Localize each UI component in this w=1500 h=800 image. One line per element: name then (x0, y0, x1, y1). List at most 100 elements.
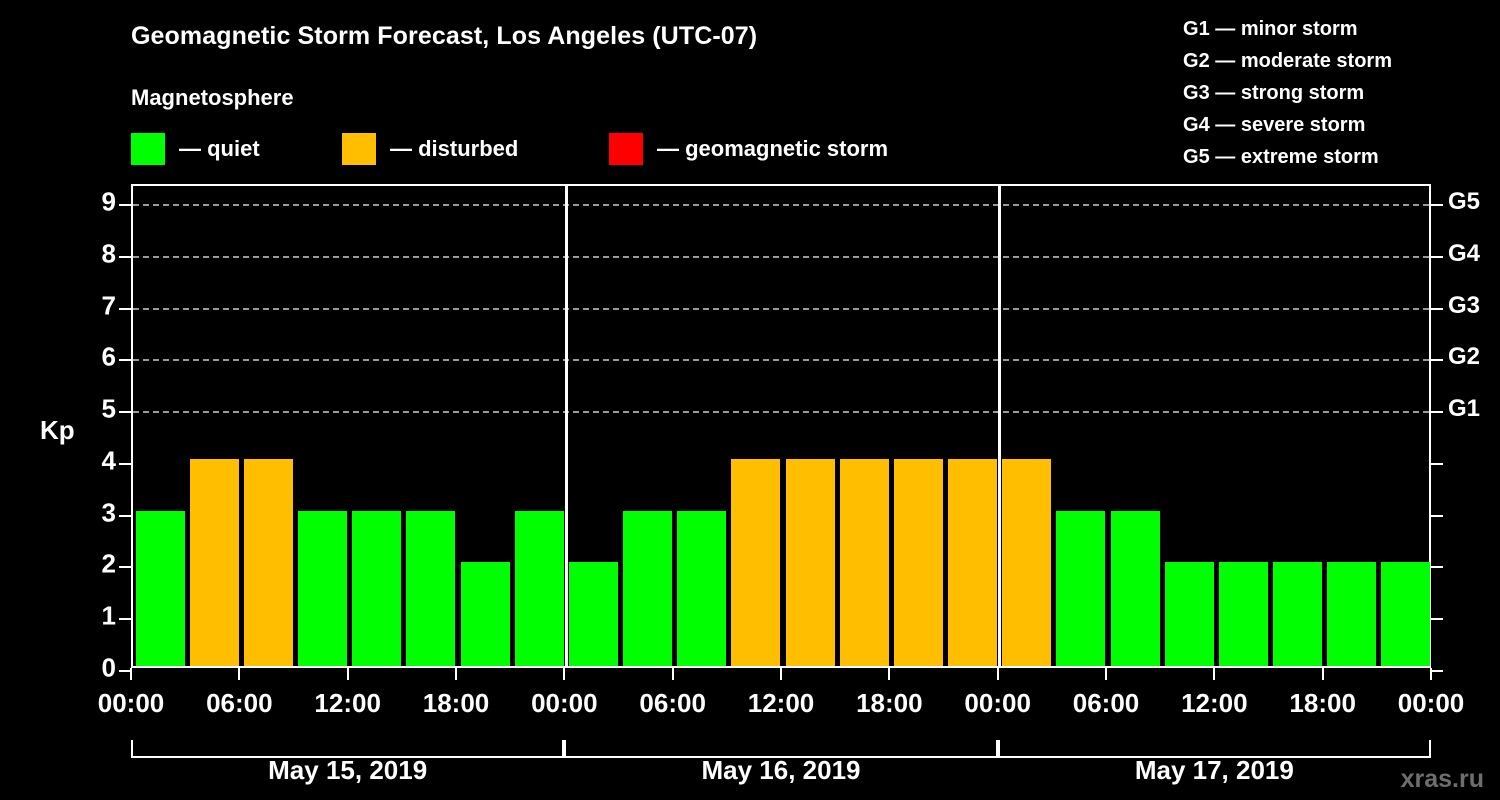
legend-swatch-quiet (131, 133, 165, 165)
y-axis-title: Kp (40, 415, 75, 445)
g-scale-item-5: G5 — extreme storm (1183, 146, 1379, 168)
bar (1218, 562, 1268, 666)
bar (893, 458, 943, 666)
right-axis-label-G5: G5 (1448, 188, 1481, 216)
x-tick-7 (888, 668, 891, 680)
right-tick-8 (1431, 255, 1443, 258)
legend-swatch-disturbed (342, 133, 376, 165)
right-tick-7 (1431, 307, 1443, 310)
bar (298, 510, 348, 666)
x-tick-1 (238, 668, 241, 680)
gridline-kp-5 (133, 411, 1429, 414)
day-separator (998, 186, 1002, 666)
x-tick-3 (455, 668, 457, 680)
y-tick-label-9: 9 (101, 186, 116, 217)
legend-swatch-geomagnetic-storm (609, 133, 643, 165)
y-tick-7 (119, 307, 131, 310)
chart-plot-area (119, 184, 1443, 672)
bar (1056, 510, 1106, 666)
x-tick-12 (1430, 668, 1432, 680)
right-axis-label-G2: G2 (1448, 343, 1481, 371)
right-tick-3 (1431, 514, 1443, 517)
x-tick-8 (996, 668, 999, 680)
gridline-kp-7 (133, 307, 1429, 310)
bar (623, 510, 673, 666)
x-tick-5 (671, 668, 674, 680)
bar (514, 510, 564, 666)
bar (1110, 510, 1160, 666)
gridline-kp-6 (133, 359, 1429, 362)
bar (948, 458, 998, 666)
y-tick-2 (119, 566, 131, 569)
date-bracket-1 (131, 740, 565, 758)
bar-series (133, 186, 1431, 666)
date-label-3: May 17, 2019 (1134, 755, 1294, 785)
right-tick-6 (1431, 359, 1443, 362)
x-tick-label-10: 12:00 (1181, 688, 1248, 718)
date-bracket-3 (997, 740, 1431, 758)
bar (1327, 562, 1377, 666)
right-axis-label-G3: G3 (1448, 291, 1481, 319)
y-tick-label-8: 8 (101, 238, 116, 269)
chart-subtitle: Magnetosphere (131, 85, 294, 110)
x-tick-10 (1213, 668, 1216, 680)
gridline-kp-9 (133, 204, 1429, 207)
y-tick-0 (119, 670, 131, 672)
bar (243, 458, 293, 666)
date-bracket-2 (564, 740, 998, 758)
g-scale-item-4: G4 — severe storm (1183, 114, 1366, 136)
y-tick-label-5: 5 (101, 393, 116, 424)
x-tick-label-11: 18:00 (1289, 688, 1356, 718)
y-tick-label-3: 3 (101, 497, 116, 528)
y-tick-4 (119, 462, 131, 465)
x-tick-label-8: 00:00 (964, 688, 1031, 718)
right-tick-2 (1431, 566, 1443, 569)
y-tick-label-2: 2 (101, 548, 116, 579)
right-tick-1 (1431, 618, 1443, 621)
y-tick-label-1: 1 (101, 600, 116, 631)
x-tick-6 (780, 668, 782, 680)
y-tick-5 (119, 411, 131, 414)
date-label-1: May 15, 2019 (268, 755, 428, 785)
y-tick-label-4: 4 (101, 445, 116, 476)
x-tick-11 (1321, 668, 1324, 680)
bar (352, 510, 402, 666)
legend-item-quiet: — quiet (131, 133, 260, 165)
g-scale-legend: G1 — minor storm G2 — moderate storm G3 — … (1183, 13, 1392, 173)
x-tick-label-1: 06:00 (206, 688, 273, 718)
y-tick-1 (119, 618, 131, 621)
y-tick-6 (119, 359, 131, 362)
y-tick-label-6: 6 (101, 341, 116, 372)
x-tick-label-2: 12:00 (314, 688, 381, 718)
y-tick-label-7: 7 (101, 290, 116, 321)
bar (1273, 562, 1323, 666)
y-tick-9 (119, 204, 131, 207)
x-tick-0 (130, 668, 132, 680)
legend-item-geomagnetic-storm: — geomagnetic storm (609, 133, 888, 165)
x-tick-2 (346, 668, 349, 680)
g-scale-item-2: G2 — moderate storm (1183, 50, 1392, 72)
x-tick-label-6: 12:00 (747, 688, 815, 718)
date-label-2: May 16, 2019 (701, 755, 861, 785)
legend-label-disturbed: — disturbed (390, 136, 519, 161)
x-tick-label-9: 06:00 (1072, 688, 1140, 718)
gridline-kp-8 (133, 255, 1429, 258)
y-tick-3 (119, 514, 131, 517)
legend-label-quiet: — quiet (179, 136, 260, 161)
right-tick-4 (1431, 462, 1443, 465)
day-separator (564, 186, 568, 666)
x-tick-label-3: 18:00 (422, 688, 490, 718)
bar (677, 510, 727, 666)
x-tick-label-7: 18:00 (856, 688, 923, 718)
page-title: Geomagnetic Storm Forecast, Los Angeles … (131, 22, 758, 50)
right-tick-0 (1431, 670, 1443, 672)
bar (406, 510, 456, 666)
y-tick-8 (119, 255, 131, 258)
bar (1381, 562, 1431, 666)
bar (731, 458, 781, 666)
legend-label-geomagnetic-storm: — geomagnetic storm (657, 136, 889, 161)
x-tick-9 (1105, 668, 1107, 680)
g-scale-item-3: G3 — strong storm (1183, 82, 1365, 104)
bar (1002, 458, 1052, 666)
x-tick-label-5: 06:00 (639, 688, 706, 718)
